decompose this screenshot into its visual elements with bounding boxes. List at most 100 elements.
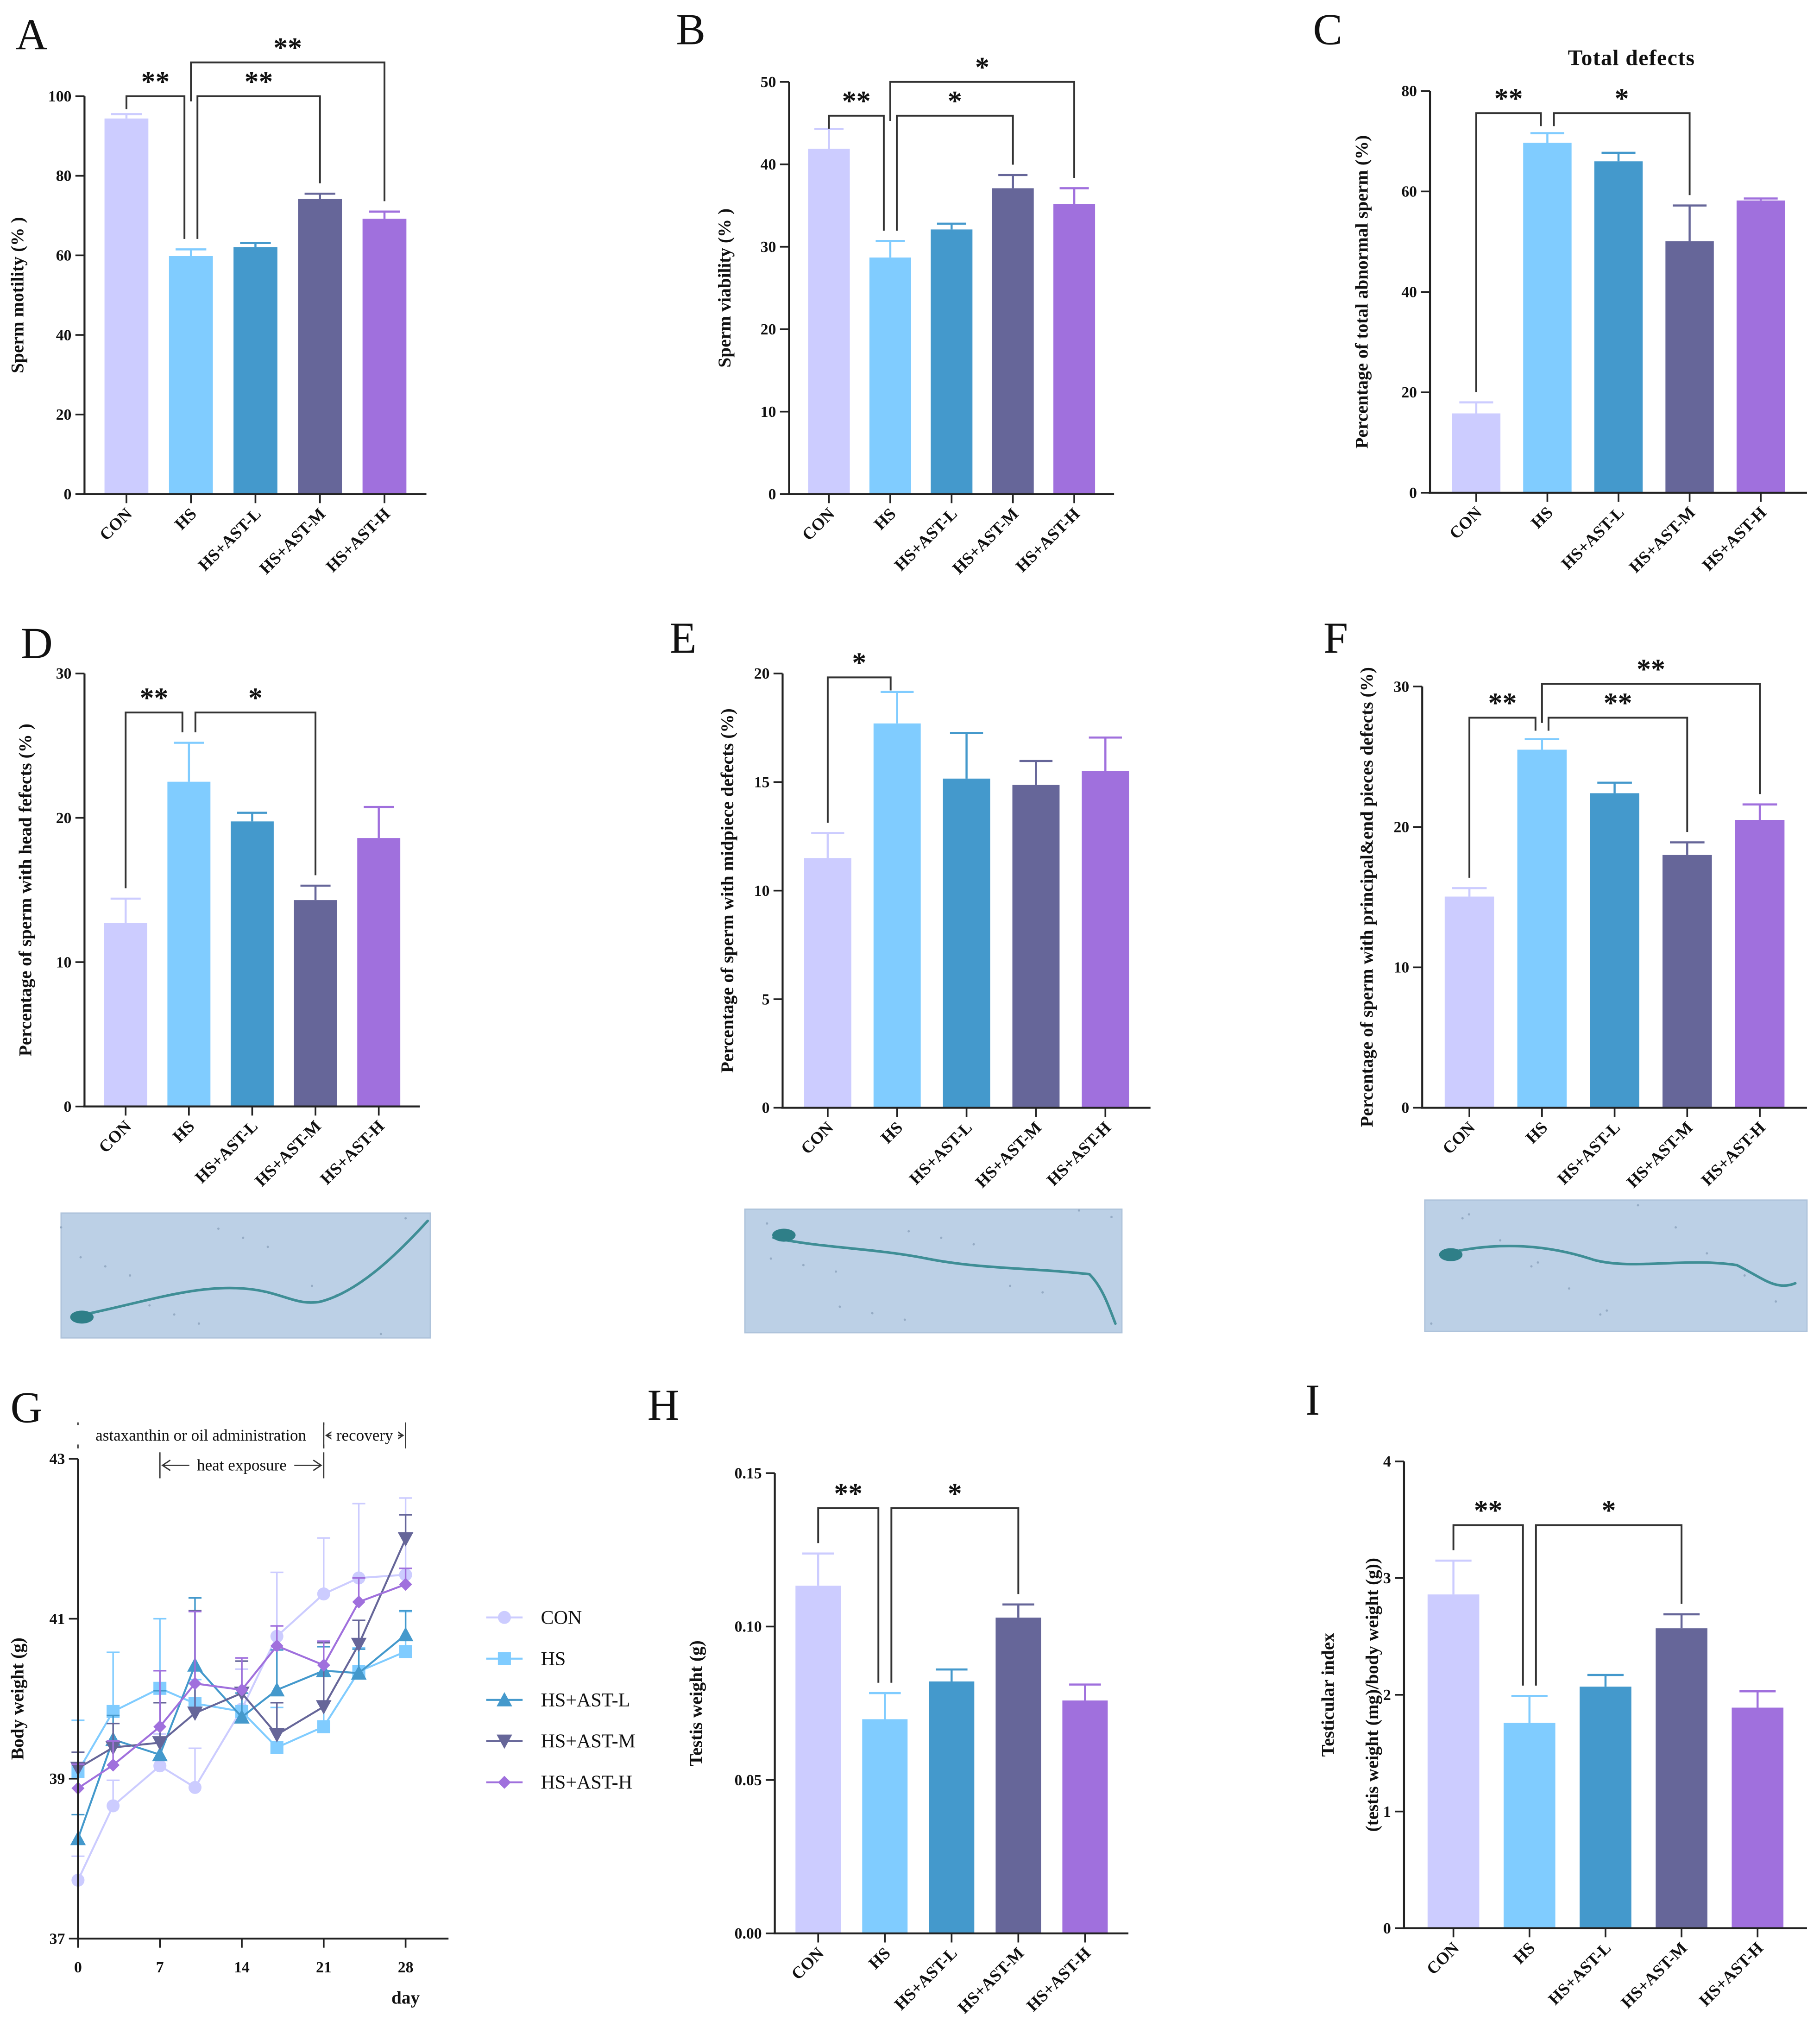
y-tick-label: 60 [56, 247, 72, 264]
panel-letter: A [16, 10, 48, 59]
significance-bracket [1535, 1524, 1683, 1686]
bar-hs-ast-l [943, 778, 990, 1108]
bar-hs [862, 1719, 908, 1933]
y-tick-label: 20 [761, 321, 776, 338]
y-tick-label: 10 [1394, 959, 1410, 976]
marker-triangle-down [269, 1728, 285, 1743]
marker-triangle-up [234, 1709, 250, 1724]
debris-speck [197, 1322, 200, 1325]
y-tick-label: 0 [762, 1100, 770, 1117]
micrograph-background [1424, 1200, 1807, 1332]
panel-letter: B [676, 5, 705, 54]
significance-bracket [125, 95, 186, 239]
debris-speck [1568, 1287, 1570, 1290]
debris-speck [129, 1274, 132, 1277]
bar-hs-ast-m [1663, 855, 1712, 1108]
y-tick-label: 39 [50, 1770, 65, 1788]
significance-label: ** [141, 66, 170, 97]
bar-hs-ast-h [1735, 820, 1785, 1108]
debris-speck [1041, 1291, 1044, 1294]
x-tick-label: CON [787, 1943, 827, 1983]
marker-triangle-up [269, 1682, 285, 1697]
x-tick-label: CON [798, 504, 838, 544]
debris-speck [1674, 1226, 1677, 1229]
y-tick-label: 5 [762, 991, 770, 1008]
y-tick-label: 0 [64, 1098, 72, 1115]
y-tick-label: 43 [50, 1451, 65, 1468]
panel-letter: H [648, 1380, 680, 1429]
marker-circle [317, 1587, 330, 1601]
significance-bracket [190, 61, 385, 201]
chart-title: Total defects [1568, 45, 1695, 70]
y-axis-label: (testis weight (mg)/body weight (g)) [1362, 1558, 1382, 1832]
marker-diamond [107, 1758, 120, 1772]
debris-speck [1775, 1300, 1777, 1303]
significance-bracket [1547, 717, 1688, 832]
debris-speck [769, 1257, 772, 1260]
bar-hs [1523, 143, 1572, 493]
bar-hs-ast-l [233, 247, 277, 494]
x-tick-label: 7 [156, 1959, 164, 1976]
x-tick-label: HS+AST-L [906, 1118, 976, 1188]
y-tick-label: 0.00 [735, 1925, 762, 1942]
debris-speck [835, 1270, 838, 1273]
x-tick-label: HS [870, 504, 899, 533]
y-tick-label: 40 [56, 327, 72, 344]
debris-speck [907, 1230, 910, 1233]
x-tick-label: CON [797, 1118, 837, 1158]
debris-speck [266, 1246, 269, 1248]
marker-triangle-up [351, 1665, 367, 1680]
marker-circle [153, 1759, 167, 1773]
marker-triangle-down [351, 1637, 367, 1652]
x-axis-label: day [391, 1988, 420, 2008]
y-tick-label: 0 [1409, 485, 1417, 502]
y-tick-label: 0.05 [735, 1772, 762, 1789]
sperm-head [1439, 1248, 1463, 1261]
marker-square [270, 1741, 283, 1754]
y-tick-label: 0.10 [735, 1618, 762, 1636]
significance-label: ** [140, 682, 169, 714]
debris-speck [1077, 1209, 1080, 1212]
marker-diamond [352, 1595, 365, 1609]
y-axis-label: Body weight (g) [8, 1637, 28, 1760]
sperm-tail [772, 1236, 1117, 1325]
bar-hs-ast-l [1580, 1687, 1631, 1928]
debris-speck [217, 1227, 220, 1230]
x-tick-label: HS [1527, 503, 1556, 532]
x-tick-label: HS+AST-M [1625, 503, 1699, 576]
bar-hs-ast-h [357, 838, 401, 1107]
x-tick-label: HS+AST-M [954, 1943, 1027, 2017]
bar-hs-ast-l [1594, 161, 1643, 493]
panel-letter: E [669, 613, 696, 662]
marker-diamond [317, 1658, 330, 1672]
series-hs-ast-h [71, 1568, 412, 1795]
x-tick-label: HS+AST-L [1557, 503, 1628, 573]
x-tick-label: HS+AST-H [1023, 1943, 1095, 2015]
y-tick-label: 100 [48, 88, 71, 105]
significance-label: ** [842, 86, 871, 117]
sperm-tail [70, 1219, 429, 1319]
period-label-bg [189, 1454, 295, 1475]
y-axis-label: Sperm motility (% ) [8, 217, 28, 373]
y-tick-label: 41 [50, 1611, 65, 1628]
x-tick-label: 21 [316, 1959, 332, 1976]
legend-label: HS [541, 1648, 566, 1670]
debris-speck [242, 1236, 245, 1239]
bar-hs-ast-m [1665, 241, 1714, 493]
marker-square [498, 1652, 511, 1665]
marker-triangle-down [187, 1706, 203, 1721]
significance-bracket [194, 711, 317, 875]
marker-diamond [188, 1677, 202, 1690]
bar-hs [167, 781, 211, 1107]
legend-item: CON [486, 1607, 582, 1629]
bar-hs-ast-h [1736, 200, 1785, 493]
significance-bracket [895, 114, 1014, 231]
x-tick-label: CON [1423, 1938, 1462, 1978]
panel-i-bar-chart: CON HS HS+AST-L HS+AST-M HS+AST-H** * [1423, 1495, 1784, 2012]
bar-hs-ast-m [1012, 785, 1060, 1108]
y-tick-label: 80 [56, 168, 72, 185]
marker-triangle-up [397, 1627, 414, 1642]
significance-label: * [1602, 1495, 1616, 1526]
period-label: heat exposure [197, 1456, 287, 1474]
